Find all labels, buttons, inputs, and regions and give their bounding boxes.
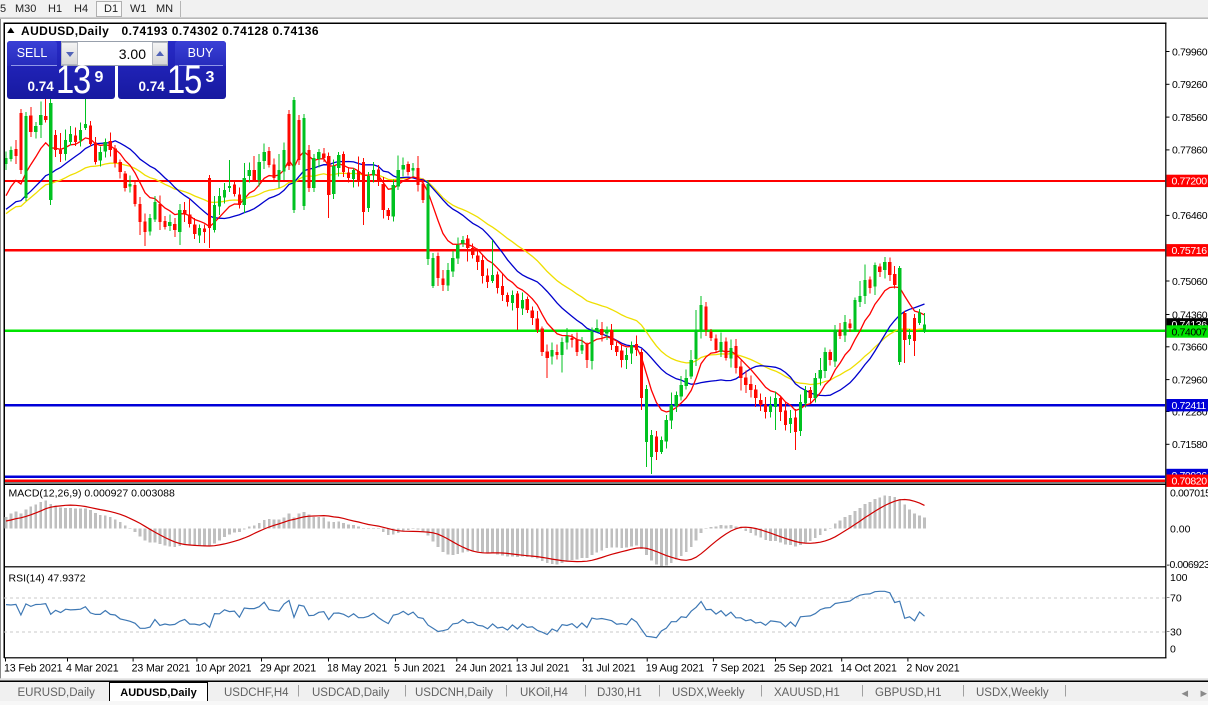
svg-text:0.007015: 0.007015	[1170, 487, 1208, 499]
svg-text:0.71580: 0.71580	[1172, 439, 1208, 451]
svg-text:0.74193 0.74302 0.74128 0.7413: 0.74193 0.74302 0.74128 0.74136	[122, 24, 319, 38]
svg-text:14 Oct 2021: 14 Oct 2021	[840, 663, 897, 675]
svg-text:0.79960: 0.79960	[1172, 46, 1208, 58]
svg-text:25 Sep 2021: 25 Sep 2021	[774, 663, 833, 675]
svg-text:10 Apr 2021: 10 Apr 2021	[195, 663, 251, 675]
svg-text:18 May 2021: 18 May 2021	[327, 663, 387, 675]
svg-text:0.78560: 0.78560	[1172, 112, 1208, 124]
svg-text:0.75060: 0.75060	[1172, 276, 1208, 288]
svg-text:0.76460: 0.76460	[1172, 210, 1208, 222]
svg-text:0.77200: 0.77200	[1172, 176, 1208, 188]
svg-text:0.74007: 0.74007	[1172, 326, 1208, 338]
svg-text:30: 30	[1170, 627, 1182, 639]
svg-text:23 Mar 2021: 23 Mar 2021	[132, 663, 191, 675]
svg-text:7 Sep 2021: 7 Sep 2021	[712, 663, 765, 675]
svg-text:RSI(14) 47.9372: RSI(14) 47.9372	[9, 573, 86, 585]
svg-text:2 Nov 2021: 2 Nov 2021	[906, 663, 959, 675]
svg-text:5 Jun 2021: 5 Jun 2021	[394, 663, 446, 675]
svg-text:4 Mar 2021: 4 Mar 2021	[66, 663, 119, 675]
svg-text:0.73660: 0.73660	[1172, 342, 1208, 354]
svg-text:0.00: 0.00	[1170, 524, 1191, 536]
svg-text:-0.006923: -0.006923	[1167, 559, 1208, 571]
svg-text:0.75716: 0.75716	[1172, 245, 1208, 257]
svg-text:0: 0	[1170, 644, 1176, 656]
svg-text:AUDUSD,Daily: AUDUSD,Daily	[21, 24, 109, 38]
svg-text:0.70820: 0.70820	[1172, 476, 1208, 488]
svg-text:0.72960: 0.72960	[1172, 374, 1208, 386]
svg-text:29 Apr 2021: 29 Apr 2021	[260, 663, 316, 675]
svg-text:0.72411: 0.72411	[1172, 400, 1207, 412]
svg-text:MACD(12,26,9) 0.000927 0.00308: MACD(12,26,9) 0.000927 0.003088	[9, 488, 176, 500]
svg-text:31 Jul 2021: 31 Jul 2021	[582, 663, 636, 675]
svg-text:0.77860: 0.77860	[1172, 145, 1208, 157]
svg-text:100: 100	[1170, 572, 1188, 584]
svg-text:0.79260: 0.79260	[1172, 79, 1208, 91]
svg-text:13 Jul 2021: 13 Jul 2021	[516, 663, 570, 675]
svg-text:24 Jun 2021: 24 Jun 2021	[455, 663, 512, 675]
svg-text:13 Feb 2021: 13 Feb 2021	[4, 663, 63, 675]
svg-text:19 Aug 2021: 19 Aug 2021	[646, 663, 705, 675]
svg-text:70: 70	[1170, 593, 1182, 605]
